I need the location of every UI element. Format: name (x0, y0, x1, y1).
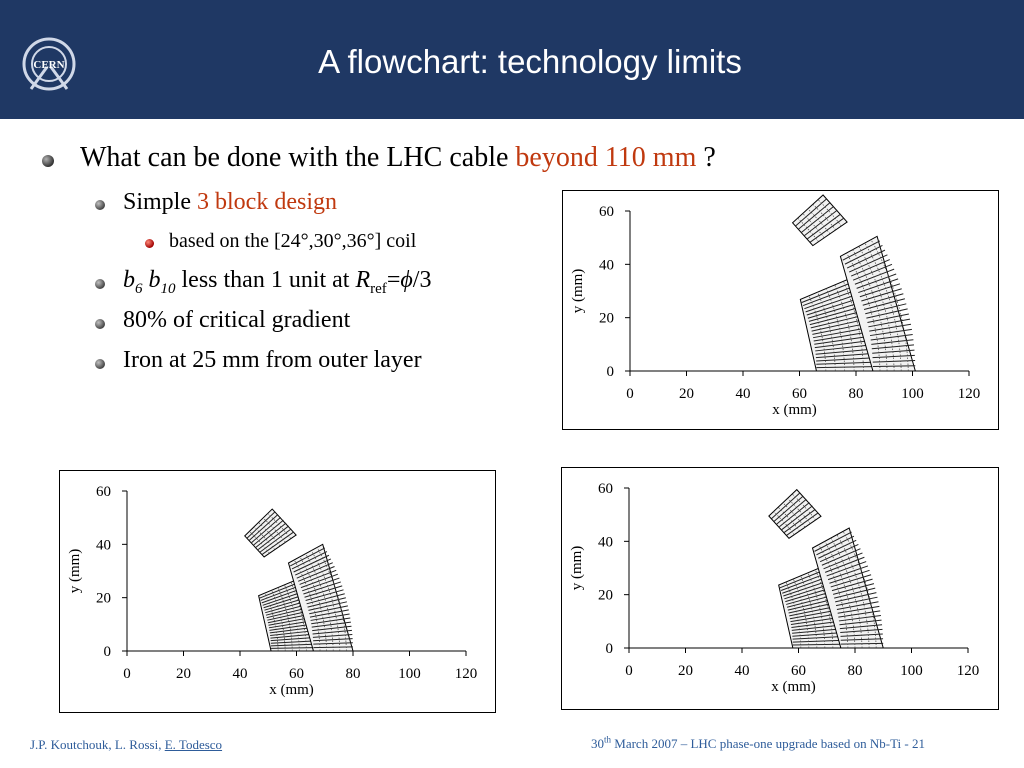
eq-sign: = (386, 267, 401, 293)
x-tick-label: 20 (679, 386, 694, 402)
x-tick-label: 100 (398, 666, 421, 682)
y-tick-label: 40 (598, 534, 613, 550)
coil-chart-svg: 0 20 40 60 0 20 40 60 80 100 120 x (mm) y (mm) (67, 484, 478, 698)
chart-bottom-left: 0 20 40 60 0 20 40 60 80 100 120 x (mm) y (mm) (59, 470, 496, 713)
bullet-end: ? (696, 142, 716, 173)
bullet-text: Simple (123, 189, 198, 215)
y-tick-label: 20 (96, 591, 111, 607)
y-tick-label: 40 (599, 257, 614, 273)
x-tick-label: 20 (678, 663, 693, 679)
chart-top-right: 0 20 40 60 0 20 40 60 80 100 120 x (mm) y (mm) (562, 190, 999, 430)
r-symbol: R (355, 267, 371, 293)
y-tick-label: 0 (606, 641, 614, 657)
authors-text: J.P. Koutchouk, L. Rossi, (30, 737, 165, 752)
date-rest: March 2007 – LHC phase-one upgrade based… (611, 736, 926, 751)
coil-block-outer (811, 527, 884, 649)
x-tick-label: 100 (900, 663, 923, 679)
x-tick-label: 40 (233, 666, 248, 682)
chart-bottom-right: 0 20 40 60 0 20 40 60 80 100 120 x (mm) y (mm) (561, 467, 999, 710)
bullet-level1: What can be done with the LHC cable beyo… (80, 142, 716, 174)
bullet-dot (95, 200, 105, 210)
x-tick-label: 20 (176, 666, 191, 682)
bullet-iron: Iron at 25 mm from outer layer (123, 347, 422, 373)
y-axis-label: y (mm) (67, 549, 83, 594)
x-tick-label: 80 (346, 666, 361, 682)
x-axis-label: x (mm) (771, 679, 816, 695)
slide-title: A flowchart: technology limits (318, 43, 742, 80)
x-tick-label: 40 (736, 386, 751, 402)
sub-6: 6 (135, 280, 143, 297)
coil-block-outer (287, 543, 354, 652)
footer-date: 30th March 2007 – LHC phase-one upgrade … (591, 734, 926, 752)
coil-chart-svg: 0 20 40 60 0 20 40 60 80 100 120 x (mm) y (mm) (570, 194, 981, 418)
div-text: /3 (412, 267, 432, 293)
sub-ref: ref (370, 280, 387, 297)
bullet-text: less than 1 unit at (175, 267, 356, 293)
coil-chart-svg: 0 20 40 60 0 20 40 60 80 100 120 x (mm) y (mm) (569, 481, 980, 695)
header-bar: CERN A flowchart: technology limits (0, 0, 1024, 119)
x-tick-label: 0 (123, 666, 131, 682)
bullet-dot (95, 279, 105, 289)
coil-block-pole (791, 194, 848, 247)
author-link[interactable]: E. Todesco (164, 737, 223, 752)
x-tick-label: 120 (455, 666, 478, 682)
x-tick-label: 80 (849, 386, 864, 402)
b-symbol: b (123, 267, 135, 293)
bullet-dot (145, 239, 154, 248)
bullet-simple-design: Simple 3 block design (123, 189, 337, 216)
date-sup: th (604, 734, 612, 745)
footer-authors: J.P. Koutchouk, L. Rossi, E. Todesco (30, 737, 222, 753)
x-axis-label: x (mm) (269, 682, 314, 698)
x-tick-label: 0 (626, 386, 634, 402)
y-tick-label: 0 (104, 644, 112, 660)
bullet-coil: based on the [24°,30°,36°] coil (169, 230, 417, 252)
x-tick-label: 120 (957, 663, 980, 679)
sub-10: 10 (160, 280, 176, 297)
y-tick-label: 60 (598, 481, 613, 497)
y-tick-label: 20 (599, 311, 614, 327)
x-tick-label: 0 (625, 663, 633, 679)
y-tick-label: 60 (599, 204, 614, 220)
bullet-dot (95, 359, 105, 369)
y-axis-label: y (mm) (570, 269, 586, 314)
coil-block-outer (839, 235, 916, 372)
x-tick-label: 60 (289, 666, 304, 682)
bullet-multipoles: b6 b10 less than 1 unit at Rref=ϕ/3 (123, 267, 432, 297)
cern-logo: CERN (17, 27, 87, 101)
bullet-gradient: 80% of critical gradient (123, 307, 351, 333)
date-day: 30 (591, 736, 604, 751)
bullet-dot (95, 319, 105, 329)
x-tick-label: 40 (735, 663, 750, 679)
highlight-text: 3 block design (197, 189, 337, 215)
y-axis-label: y (mm) (569, 546, 585, 591)
bullet-text: What can be done with the LHC cable (80, 142, 516, 173)
coil-block-pole (244, 508, 297, 558)
y-tick-label: 40 (96, 537, 111, 553)
phi-symbol: ϕ (400, 267, 413, 293)
b-symbol: b (148, 267, 161, 293)
x-axis-label: x (mm) (772, 402, 817, 418)
highlight-text: beyond 110 mm (515, 142, 697, 173)
x-tick-label: 80 (848, 663, 863, 679)
y-tick-label: 0 (607, 364, 615, 380)
bullet-dot (42, 155, 54, 167)
y-tick-label: 60 (96, 484, 111, 500)
x-tick-label: 60 (792, 386, 807, 402)
x-tick-label: 60 (791, 663, 806, 679)
coil-block-pole (768, 488, 822, 539)
x-tick-label: 120 (958, 386, 981, 402)
logo-text: CERN (33, 59, 64, 71)
y-tick-label: 20 (598, 588, 613, 604)
x-tick-label: 100 (901, 386, 924, 402)
